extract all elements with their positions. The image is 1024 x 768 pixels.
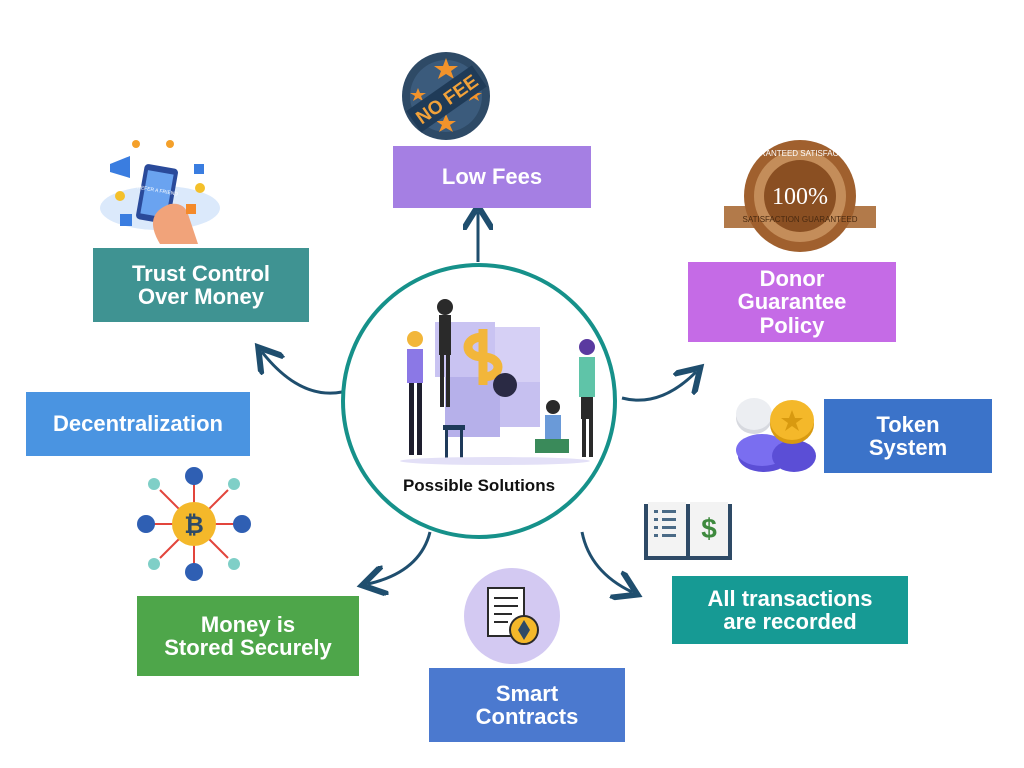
arrow-to-transactions <box>580 531 632 592</box>
node-transactions: All transactions are recorded <box>672 576 908 644</box>
smart-contract-icon <box>464 568 560 664</box>
ledger-book-icon: $ <box>644 502 732 560</box>
node-money-stored: Money is Stored Securely <box>137 596 359 676</box>
bitcoin-network-icon: ₿ <box>137 467 251 581</box>
bitcoin-symbol: ₿ <box>184 511 204 539</box>
node-token-system: Token System <box>824 399 992 473</box>
center-label: Possible Solutions <box>402 476 556 495</box>
seal-center-text: 100% <box>772 184 828 210</box>
node-decentralization: Decentralization <box>26 392 250 456</box>
node-money-label: Money is Stored Securely <box>164 611 332 660</box>
no-fee-badge-icon: NO FEE <box>402 52 490 140</box>
node-donor-label: Donor Guarantee Policy <box>737 266 847 338</box>
seal-bottom-text: SATISFACTION GUARANTEED <box>743 215 858 224</box>
dollar-text: $ <box>701 513 717 544</box>
node-trust-control: Trust Control Over Money <box>93 248 309 322</box>
node-token-label: Token System <box>868 411 948 460</box>
arrow-to-donor <box>621 372 696 402</box>
node-transactions-label: All transactions are recorded <box>707 585 873 634</box>
node-donor-guarantee: Donor Guarantee Policy <box>688 262 896 342</box>
phone-referral-icon: REFER A FRIEND <box>100 140 220 244</box>
node-smart-contracts: Smart Contracts <box>429 668 625 742</box>
coins-icon <box>736 398 816 472</box>
seal-top-text: GUARANTEED SATISFACTION <box>743 149 858 158</box>
node-low-fees: Low Fees <box>393 146 591 208</box>
satisfaction-seal-icon: 100% GUARANTEED SATISFACTION SATISFACTIO… <box>724 140 876 252</box>
node-smart-label: Smart Contracts <box>475 680 579 729</box>
node-low-fees-label: Low Fees <box>441 164 543 190</box>
possible-solutions-circle: Possible Solutions <box>341 263 617 539</box>
arrow-to-money <box>368 531 432 584</box>
node-decentral-label: Decentralization <box>53 411 223 437</box>
team-puzzle-illustration <box>400 299 595 465</box>
node-trust-label: Trust Control Over Money <box>131 260 271 309</box>
arrow-to-trust <box>262 352 343 395</box>
